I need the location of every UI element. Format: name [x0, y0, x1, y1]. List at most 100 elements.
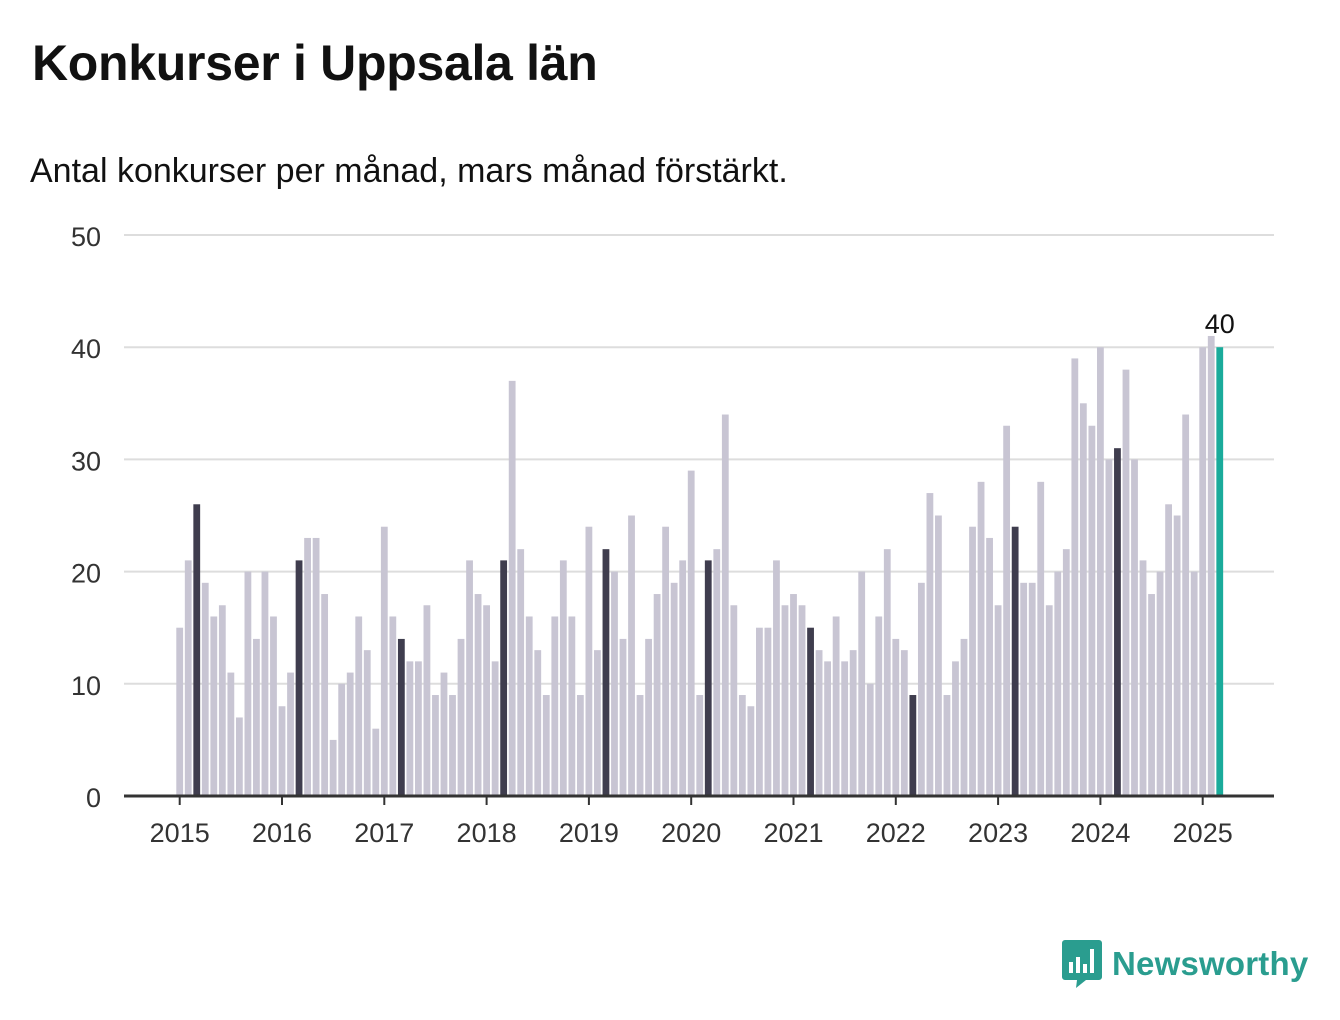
x-tick-label: 2019	[559, 818, 619, 848]
bar	[474, 594, 482, 796]
bar	[261, 571, 269, 796]
bar	[1011, 526, 1019, 796]
bar	[449, 695, 456, 796]
bar	[321, 594, 329, 796]
bar	[1207, 335, 1215, 796]
bar	[773, 560, 780, 796]
bar	[585, 526, 593, 796]
bar	[1054, 571, 1062, 796]
newsworthy-logo-icon	[1062, 940, 1102, 988]
bar	[466, 560, 473, 796]
bar	[824, 661, 831, 796]
bar	[602, 549, 610, 796]
bar	[508, 380, 516, 796]
bar	[977, 481, 985, 796]
bar	[517, 549, 525, 796]
bar	[1173, 515, 1181, 796]
bar	[218, 605, 226, 796]
bar	[858, 571, 866, 796]
x-axis-ticks: 2015 2016 2017 2018 2019 2020 2021 2022 2023 2024…	[150, 796, 1233, 848]
brand-name: Newsworthy	[1112, 945, 1309, 982]
chart-title: Konkurser i Uppsala län	[32, 35, 598, 91]
bar	[440, 672, 448, 796]
bar	[738, 695, 746, 796]
bar	[1156, 571, 1164, 796]
bar	[432, 695, 439, 796]
bar	[645, 638, 652, 796]
bar	[1190, 571, 1198, 796]
bar	[270, 616, 277, 796]
bar	[628, 515, 635, 796]
bar	[1088, 425, 1096, 796]
bar	[1122, 369, 1130, 796]
bar	[235, 717, 243, 796]
bar	[636, 695, 644, 796]
bar	[747, 706, 755, 796]
bar	[457, 638, 465, 796]
bar	[969, 526, 976, 796]
bar	[653, 594, 661, 796]
bar	[389, 616, 397, 796]
bar-chart: 0 10 20 30 40 50 2015 2016 2017 2018 2019 2020 2021…	[71, 222, 1274, 848]
bar	[730, 605, 738, 796]
x-tick-label: 2020	[661, 818, 721, 848]
bar	[483, 605, 490, 796]
bar	[346, 672, 354, 796]
bar	[1003, 425, 1011, 796]
x-tick-label: 2018	[457, 818, 517, 848]
bar	[1139, 560, 1147, 796]
bar	[551, 616, 559, 796]
bar	[193, 504, 201, 796]
bar	[815, 650, 823, 796]
bar	[415, 661, 422, 796]
y-tick-label: 30	[71, 446, 101, 476]
bar	[1199, 347, 1207, 796]
newsworthy-logo[interactable]: Newsworthy	[1062, 940, 1308, 988]
bar	[372, 728, 380, 796]
bar	[764, 627, 772, 796]
bar	[917, 582, 925, 796]
bar	[594, 650, 601, 796]
bar	[1216, 347, 1224, 796]
bar	[1105, 459, 1113, 796]
bar	[1028, 582, 1036, 796]
bar	[278, 706, 286, 796]
bar	[1037, 481, 1045, 796]
bar	[201, 582, 209, 796]
bar	[406, 661, 414, 796]
bar	[790, 594, 797, 796]
bar	[491, 661, 499, 796]
bar	[832, 616, 840, 796]
x-tick-label: 2022	[866, 818, 926, 848]
bar	[892, 638, 900, 796]
bar	[713, 549, 721, 796]
bar	[679, 560, 687, 796]
bar	[244, 571, 252, 796]
bar	[210, 616, 218, 796]
x-tick-label: 2021	[763, 818, 823, 848]
x-tick-label: 2024	[1070, 818, 1130, 848]
y-tick-label: 40	[71, 334, 101, 364]
bar	[756, 627, 763, 796]
bar	[687, 470, 695, 796]
bar	[986, 537, 993, 796]
x-tick-label: 2017	[354, 818, 414, 848]
bar	[363, 650, 371, 796]
bar	[900, 650, 908, 796]
bar	[397, 638, 405, 796]
x-tick-label: 2023	[968, 818, 1028, 848]
bar	[994, 605, 1002, 796]
bar	[295, 560, 303, 796]
bar	[355, 616, 363, 796]
bar	[304, 537, 311, 796]
bar	[960, 638, 968, 796]
bar	[721, 414, 729, 796]
bar	[576, 695, 584, 796]
bar	[500, 560, 508, 796]
bar	[559, 560, 567, 796]
bar	[338, 683, 346, 796]
bar	[423, 605, 431, 796]
bar	[568, 616, 576, 796]
bar	[611, 571, 618, 796]
bar	[841, 661, 849, 796]
